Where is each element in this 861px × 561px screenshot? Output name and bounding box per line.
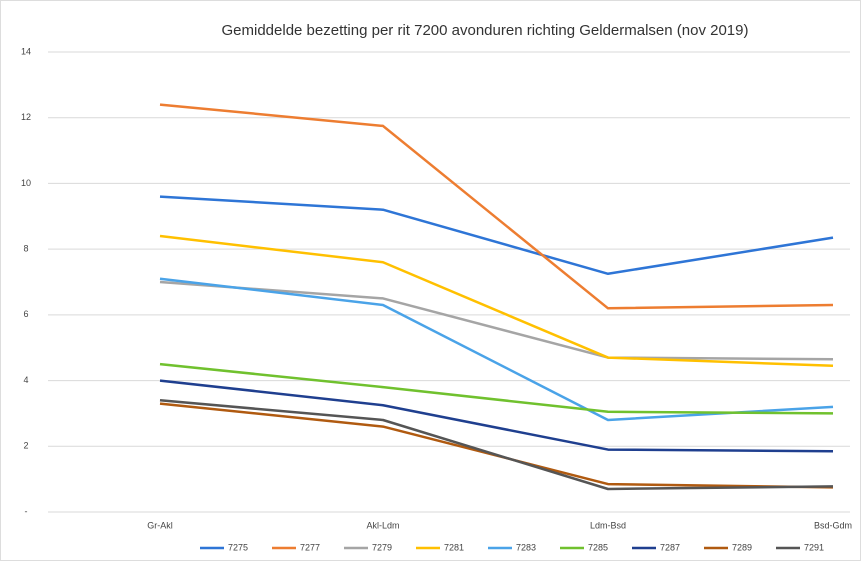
legend-label: 7277 bbox=[300, 542, 320, 552]
series-line bbox=[159, 234, 834, 368]
y-tick-label: - bbox=[25, 506, 28, 516]
series-line bbox=[159, 103, 834, 310]
legend-label: 7281 bbox=[444, 542, 464, 552]
legend-label: 7275 bbox=[228, 542, 248, 552]
series-line bbox=[159, 379, 834, 453]
legend-label: 7291 bbox=[804, 542, 824, 552]
y-tick-label: 4 bbox=[23, 375, 28, 385]
y-tick-label: 8 bbox=[23, 244, 28, 254]
y-tick-label: 14 bbox=[21, 46, 31, 56]
x-tick-label: Bsd-Gdm bbox=[814, 520, 852, 530]
x-tick-label: Gr-Akl bbox=[147, 520, 173, 530]
x-tick-label: Akl-Ldm bbox=[366, 520, 399, 530]
series-line bbox=[159, 195, 834, 276]
y-tick-label: 10 bbox=[21, 178, 31, 188]
y-tick-label: 2 bbox=[23, 441, 28, 451]
legend-label: 7285 bbox=[588, 542, 608, 552]
series-line bbox=[159, 362, 834, 415]
x-tick-label: Ldm-Bsd bbox=[590, 520, 626, 530]
chart-title: Gemiddelde bezetting per rit 7200 avondu… bbox=[222, 22, 749, 39]
y-tick-label: 12 bbox=[21, 112, 31, 122]
legend-label: 7283 bbox=[516, 542, 536, 552]
series-line bbox=[159, 280, 834, 361]
legend-label: 7279 bbox=[372, 542, 392, 552]
legend-label: 7287 bbox=[660, 542, 680, 552]
y-tick-label: 6 bbox=[23, 309, 28, 319]
legend-label: 7289 bbox=[732, 542, 752, 552]
series-line bbox=[159, 399, 834, 491]
